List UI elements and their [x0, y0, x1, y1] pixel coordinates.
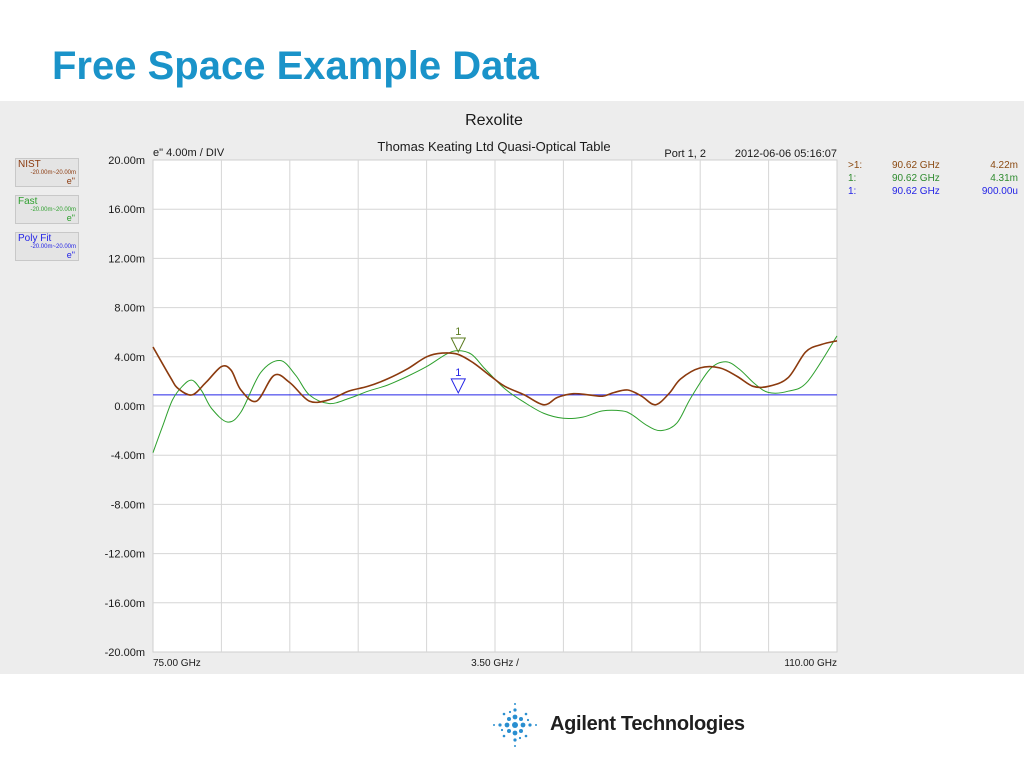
agilent-spark-icon: [493, 703, 537, 747]
marker-id: >1:: [848, 160, 863, 171]
y-tick-label: 4.00m: [114, 352, 145, 364]
chart-title: Rexolite: [465, 112, 523, 129]
legend-range: -20.00m~20.00m: [30, 244, 76, 250]
logo-spark-dot: [524, 712, 528, 716]
series-line-fast: [152, 335, 838, 453]
marker-id: 1:: [848, 173, 857, 184]
legend-name: Fast: [18, 196, 38, 207]
y-tick-label: -12.00m: [105, 549, 145, 561]
logo-spark-dot: [512, 722, 518, 728]
legend-name: NIST: [18, 159, 41, 170]
chart-subtitle: Thomas Keating Ltd Quasi-Optical Table: [377, 139, 610, 154]
y-tick-label: 20.00m: [108, 155, 145, 167]
marker-readout-row: 1: 90.62 GHz 4.31m: [848, 173, 1020, 185]
marker-frequency: 90.62 GHz: [892, 173, 940, 184]
legend-unit: e": [66, 250, 75, 260]
logo-text: Agilent Technologies: [550, 713, 745, 735]
y-tick-label: -16.00m: [105, 598, 145, 610]
logo-spark-dot: [502, 712, 506, 716]
logo-spark-dot: [512, 730, 518, 736]
legend-name: Poly Fit: [18, 233, 52, 244]
marker-label: 1: [455, 367, 461, 379]
agilent-logo: Agilent Technologies: [488, 700, 748, 752]
logo-spark-dot: [519, 729, 523, 733]
logo-spark-dot: [498, 723, 502, 727]
logo-spark-dot: [500, 728, 504, 732]
x-span-label: 3.50 GHz /: [471, 658, 519, 669]
chart-svg: 20.00m 16.00m 12.00m 8.00m 4.00m 0.00m -4.00m -…: [105, 112, 838, 669]
marker-value: 900.00u: [981, 186, 1018, 197]
legend-poly-fit[interactable]: Poly Fit -20.00m~20.00m e": [15, 232, 79, 261]
logo-spark-dot: [507, 729, 511, 733]
slide-title: Free Space Example Data: [52, 44, 539, 88]
marker-triangle: [450, 378, 467, 395]
marker-frequency: 90.62 GHz: [892, 160, 940, 171]
logo-spark-dot: [526, 718, 530, 722]
logo-spark-dot: [514, 703, 516, 705]
logo-spark-dot: [528, 723, 532, 727]
legend-range: -20.00m~20.00m: [30, 207, 76, 213]
logo-spark-dot: [535, 724, 537, 726]
legend-unit: e": [66, 213, 75, 223]
logo-spark-dot: [502, 734, 506, 738]
y-tick-label: -20.00m: [105, 647, 145, 659]
logo-spark-dot: [518, 736, 522, 740]
logo-spark-dot: [513, 708, 517, 712]
logo-spark-dot: [504, 722, 510, 728]
logo-spark-dot: [493, 724, 495, 726]
marker-label: 1: [455, 326, 461, 338]
timestamp: 2012-06-06 05:16:07: [735, 148, 837, 160]
y-tick-label: 12.00m: [108, 253, 145, 265]
y-tick-label: -4.00m: [111, 450, 145, 462]
logo-spark-dot: [512, 714, 518, 720]
logo-spark-dot: [520, 722, 526, 728]
y-tick-label: 16.00m: [108, 204, 145, 216]
marker-value: 4.22m: [990, 160, 1018, 171]
logo-spark-dot: [519, 717, 523, 721]
x-start-label: 75.00 GHz: [153, 658, 201, 669]
legend-fast[interactable]: Fast -20.00m~20.00m e": [15, 195, 79, 224]
port-label: Port 1, 2: [664, 148, 706, 160]
x-stop-label: 110.00 GHz: [784, 658, 837, 669]
series-line-nist: [152, 340, 838, 406]
y-tick-label: -8.00m: [111, 499, 145, 511]
legend-unit: e": [66, 176, 75, 186]
scale-label: e" 4.00m / DIV: [153, 147, 225, 159]
logo-spark-dot: [514, 745, 516, 747]
marker-readout-row: >1: 90.62 GHz 4.22m: [848, 160, 1020, 172]
marker-value: 4.31m: [990, 173, 1018, 184]
logo-spark-dot: [524, 734, 528, 738]
legend-range: -20.00m~20.00m: [30, 170, 76, 176]
marker-readout-row: 1: 90.62 GHz 900.00u: [848, 186, 1020, 198]
y-tick-label: 0.00m: [114, 401, 145, 413]
logo-spark-dot: [513, 738, 517, 742]
chart-panel: 20.00m 16.00m 12.00m 8.00m 4.00m 0.00m -4.00m -…: [0, 101, 1024, 674]
marker-id: 1:: [848, 186, 857, 197]
logo-spark-dot: [508, 710, 512, 714]
y-tick-label: 8.00m: [114, 303, 145, 315]
legend-nist[interactable]: NIST -20.00m~20.00m e": [15, 158, 79, 187]
marker-frequency: 90.62 GHz: [892, 186, 940, 197]
logo-spark-dot: [507, 717, 511, 721]
marker-triangle: [450, 337, 467, 354]
